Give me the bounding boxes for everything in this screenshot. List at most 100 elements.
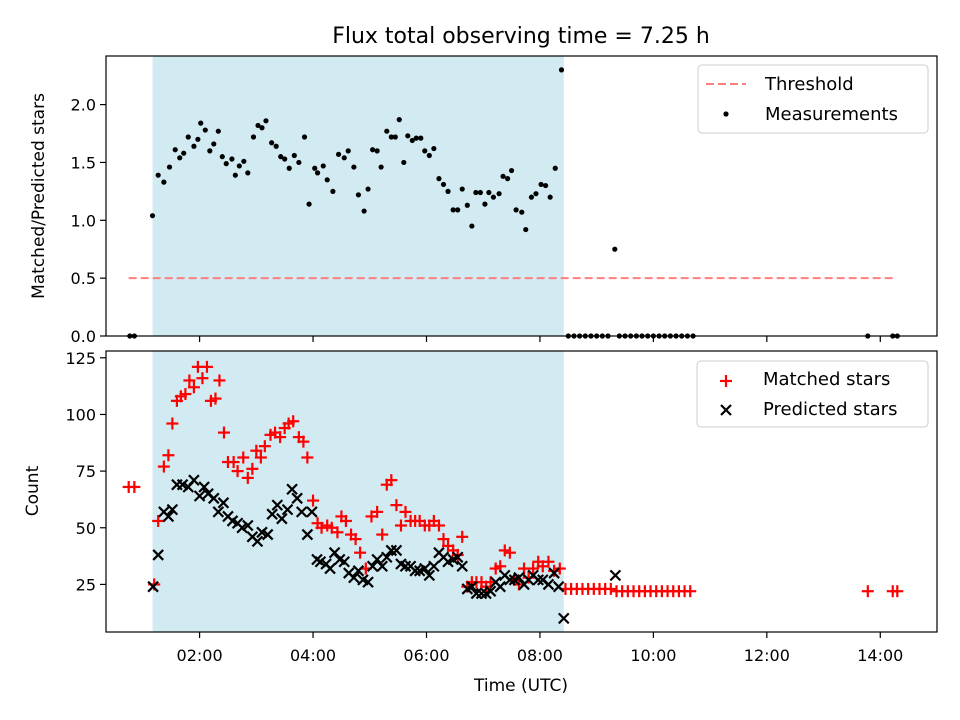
- measurement-point: [496, 191, 502, 197]
- measurement-point: [291, 152, 297, 159]
- measurement-point: [533, 191, 539, 197]
- measurement-point: [500, 173, 506, 179]
- predicted-star-point: [552, 580, 565, 593]
- predicted-star-point: [513, 571, 525, 584]
- legend-measurements-swatch: [723, 111, 729, 117]
- predicted-star-point: [261, 528, 274, 541]
- matched-star-point: [217, 426, 230, 439]
- measurement-point: [401, 159, 407, 166]
- predicted-star-point: [193, 490, 206, 502]
- matched-star-point: [399, 505, 412, 518]
- measurement-point: [177, 155, 183, 161]
- matched-star-point: [339, 514, 352, 527]
- matched-star-point: [437, 533, 450, 546]
- matched-star-point: [231, 465, 244, 478]
- matched-star-point: [213, 374, 226, 387]
- x-tick-label: 06:00: [403, 646, 449, 665]
- measurement-point: [223, 161, 229, 167]
- measurement-point: [409, 137, 415, 144]
- measurement-point: [306, 201, 312, 207]
- top-legend: Threshold Measurements: [697, 64, 929, 134]
- matched-star-point: [196, 372, 209, 385]
- top-panel-frame: [105, 55, 938, 337]
- measurement-point: [161, 179, 167, 185]
- measurement-point: [445, 188, 451, 194]
- matched-star-point: [246, 462, 259, 475]
- matched-star-point: [179, 388, 192, 401]
- measurement-point: [286, 165, 292, 171]
- predicted-star-point: [152, 549, 164, 561]
- matched-star-point: [542, 555, 555, 568]
- matched-star-point: [891, 585, 904, 598]
- y-tick-label: 100: [65, 405, 96, 424]
- measurement-point: [351, 164, 357, 170]
- matched-star-point: [307, 494, 320, 507]
- measurement-point: [195, 136, 201, 142]
- bottom-panel-frame: [105, 350, 938, 633]
- measurement-point: [455, 207, 461, 213]
- legend-predicted-label: Predicted stars: [763, 399, 897, 420]
- measurement-point: [215, 128, 221, 134]
- measurement-points: [127, 67, 900, 339]
- measurement-point: [155, 172, 161, 178]
- predicted-star-point: [504, 574, 516, 586]
- matched-star-point: [241, 471, 254, 484]
- top-y-axis: 0.0 0.5 1.0 1.5 2.0: [71, 96, 106, 346]
- predicted-star-point: [271, 499, 284, 511]
- matched-star-point: [498, 544, 511, 557]
- measurement-point: [232, 172, 238, 178]
- measurement-point: [207, 148, 213, 154]
- measurement-point: [418, 135, 424, 141]
- measurement-point: [469, 223, 475, 229]
- measurement-point: [191, 143, 197, 149]
- bottom-legend: Matched stars Predicted stars: [696, 360, 929, 428]
- y-tick-label: 1.5: [71, 153, 96, 172]
- matched-star-point: [166, 417, 179, 430]
- top-legend-box: [697, 64, 929, 134]
- measurement-point: [355, 192, 362, 198]
- predicted-star-point: [162, 510, 175, 523]
- bottom-legend-box: [696, 360, 929, 428]
- matched-star-point: [162, 449, 175, 462]
- matched-star-point: [152, 514, 165, 527]
- matched-star-point: [604, 582, 617, 595]
- measurement-point: [370, 147, 376, 153]
- y-tick-label: 1.0: [71, 211, 96, 230]
- measurement-point: [219, 154, 225, 160]
- matched-star-point: [522, 571, 535, 584]
- measurement-point: [263, 118, 269, 124]
- predicted-star-point: [484, 585, 497, 597]
- predicted-star-point: [188, 474, 200, 486]
- measurement-point: [282, 156, 288, 162]
- bottom-panel: 02:00 04:00 06:00 08:00 10:00 12:00 14:00 25 50…: [23, 349, 938, 696]
- measurement-point: [450, 207, 456, 213]
- matched-star-point: [209, 392, 222, 405]
- matched-star-point: [250, 444, 263, 457]
- measurement-point: [519, 209, 525, 215]
- predicted-star-point: [475, 587, 488, 600]
- x-tick-label: 02:00: [177, 646, 223, 665]
- measurement-point: [426, 152, 432, 159]
- measurement-point: [166, 164, 173, 170]
- bottom-x-axis: 02:00 04:00 06:00 08:00 10:00 12:00 14:00: [177, 632, 903, 665]
- measurement-point: [552, 165, 558, 171]
- measurement-point: [558, 67, 565, 73]
- y-tick-label: 0.5: [71, 269, 96, 288]
- matched-star-point: [432, 519, 445, 532]
- measurement-point: [361, 208, 367, 214]
- predicted-star-point: [423, 569, 436, 582]
- predicted-star-point: [301, 528, 314, 541]
- measurement-point: [330, 188, 336, 194]
- measurement-point: [241, 158, 247, 164]
- x-tick-label: 04:00: [290, 646, 336, 665]
- predicted-star-point: [306, 506, 318, 518]
- measurement-point: [181, 150, 187, 156]
- predicted-star-point: [419, 562, 431, 575]
- predicted-star-point: [381, 551, 393, 563]
- predicted-star-point: [207, 492, 220, 505]
- y-tick-label: 50: [76, 519, 96, 538]
- matched-star-point: [548, 564, 561, 577]
- matched-star-point: [553, 562, 566, 575]
- matched-star-point: [128, 480, 141, 493]
